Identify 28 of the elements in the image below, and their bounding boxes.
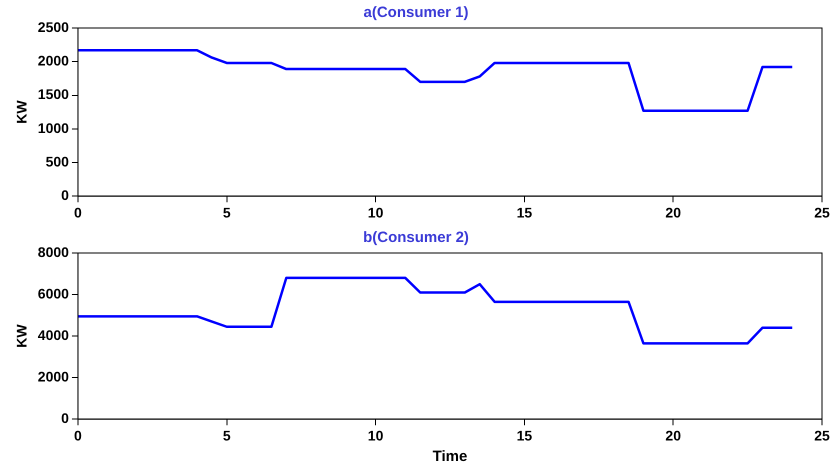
y-tick-label: 0	[61, 187, 70, 204]
x-axis-title: Time	[432, 448, 468, 466]
y-axis-title: KW	[13, 324, 30, 348]
y-tick-label: 4000	[38, 326, 70, 343]
x-tick-label: 15	[516, 427, 532, 444]
y-tick-label: 6000	[38, 285, 70, 302]
y-tick-label: 2000	[38, 52, 70, 68]
chart-title: a(Consumer 1)	[363, 4, 469, 22]
x-tick-label: 10	[368, 204, 384, 220]
x-tick-label: 25	[814, 427, 830, 444]
y-tick-label: 0	[61, 410, 70, 426]
x-tick-label: 0	[74, 427, 82, 444]
chart-title: b(Consumer 2)	[363, 229, 469, 246]
x-tick-label: 20	[665, 204, 682, 220]
x-tick-label: 5	[222, 427, 231, 444]
x-tick-label: 10	[368, 427, 384, 444]
x-tick-label: 5	[222, 204, 231, 220]
x-tick-label: 0	[74, 204, 82, 220]
y-tick-label: 1500	[38, 86, 70, 102]
y-tick-label: 500	[46, 153, 70, 170]
x-tick-label: 20	[665, 427, 682, 444]
y-tick-label: 2500	[38, 18, 70, 35]
x-tick-label: 15	[516, 204, 532, 220]
y-tick-label: 2000	[38, 368, 70, 385]
y-tick-label: 8000	[38, 244, 70, 260]
y-axis-title: KW	[13, 100, 30, 124]
x-tick-label: 25	[814, 204, 830, 220]
y-tick-label: 1000	[38, 120, 70, 136]
